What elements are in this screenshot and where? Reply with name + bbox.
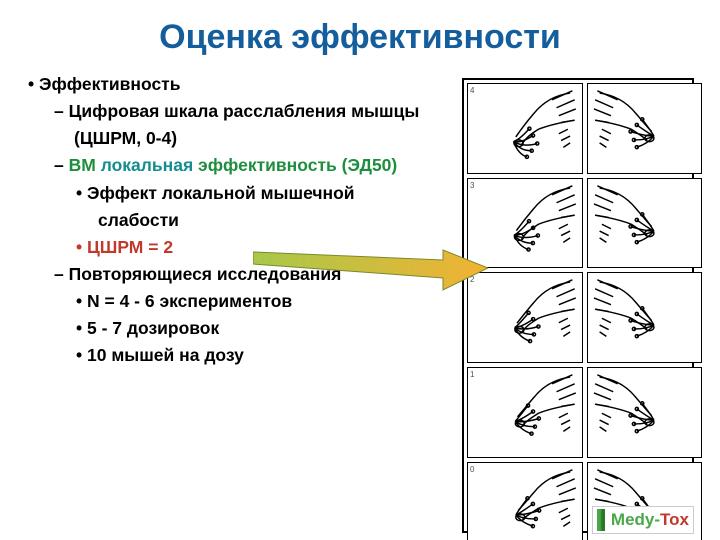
brand-logo: Medy-Tox [592,506,694,534]
logo-tox: Tox [660,510,689,529]
score-label: 4 [470,86,474,95]
logo-mark-icon [597,509,605,531]
score-label: 3 [470,181,474,190]
logo-text: Medy-Tox [611,510,689,530]
local-label: локальная [101,155,193,175]
slide: Оценка эффективности Эффективность Цифро… [0,0,720,540]
bm-label: ВМ [69,155,96,175]
diagram-panel: 43210 Инъецировано Не инъецировано [462,78,694,540]
paw-cell: 4 [467,83,583,174]
paw-cell [587,178,703,269]
page-title: Оценка эффективности [28,18,692,57]
logo-medy: Medy- [611,510,660,529]
paw-cell [587,83,703,174]
paw-cell [587,367,703,458]
paw-cell: 3 [467,178,583,269]
paw-cell: 1 [467,367,583,458]
paw-cell: 0 [467,462,583,540]
score-label: 0 [470,465,474,474]
paw-cell [587,272,703,363]
score-label: 1 [470,370,474,379]
paw-cell: 2 [467,272,583,363]
score-label: 2 [470,275,474,284]
paw-grid: 4 3 2 1 0 [462,78,694,533]
ed50-rest: эффективность (ЭД50) [198,155,397,175]
